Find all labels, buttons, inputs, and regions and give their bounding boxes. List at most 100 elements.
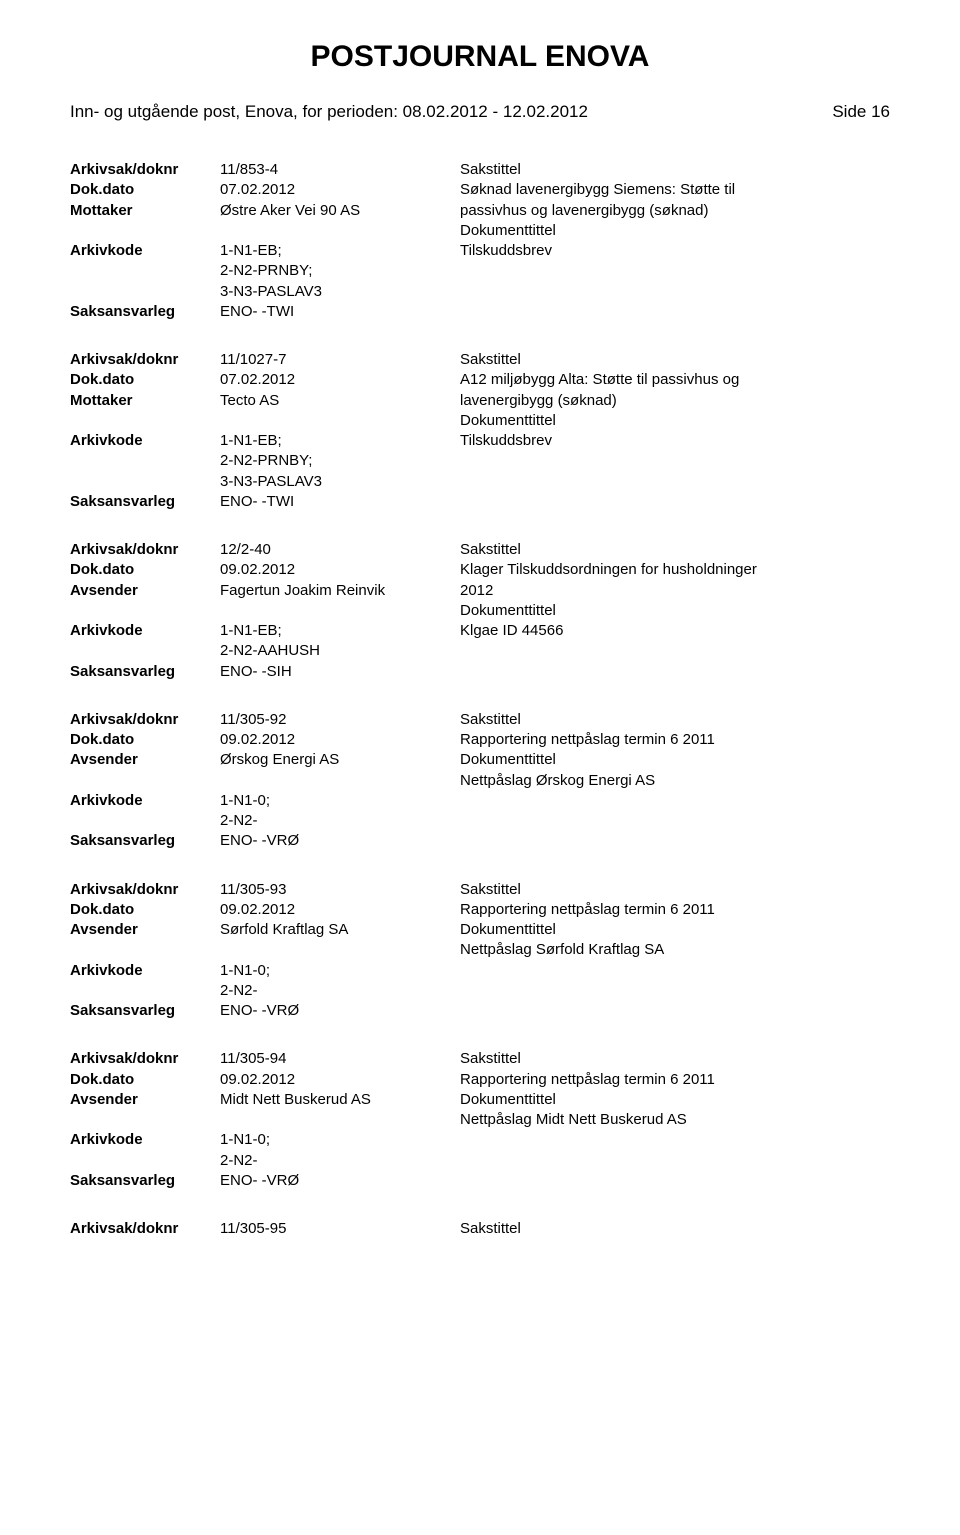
entry-row: Arkivsak/doknr11/1027-7Sakstittel (70, 350, 890, 370)
period-text: Inn- og utgående post, Enova, for period… (70, 102, 588, 122)
journal-entry: Arkivsak/doknr11/305-92SakstittelDok.dat… (70, 710, 890, 852)
label-arkivkode: Arkivkode (70, 431, 220, 451)
entry-row: Dok.dato09.02.2012Rapportering nettpåsla… (70, 1070, 890, 1090)
label-sakstittel: Sakstittel (460, 1219, 890, 1239)
journal-entry: Arkivsak/doknr11/305-93SakstittelDok.dat… (70, 880, 890, 1022)
entry-row: Dok.dato07.02.2012Søknad lavenergibygg S… (70, 180, 890, 200)
label-party: Avsender (70, 1090, 220, 1110)
label-dokumenttittel: Dokumenttittel (460, 601, 890, 621)
label-sakstittel: Sakstittel (460, 160, 890, 180)
label-sakstittel: Sakstittel (460, 880, 890, 900)
value-arkivsak: 11/853-4 (220, 160, 460, 180)
entry-row: Nettpåslag Ørskog Energi AS (70, 771, 890, 791)
value-dokumenttittel-line: Nettpåslag Midt Nett Buskerud AS (460, 1110, 890, 1130)
entry-row: AvsenderMidt Nett Buskerud ASDokumenttit… (70, 1090, 890, 1110)
value-saksansvarleg: ENO- -VRØ (220, 1001, 460, 1021)
value-sakstittel-line: Søknad lavenergibygg Siemens: Støtte til (460, 180, 890, 200)
label-dokdato: Dok.dato (70, 900, 220, 920)
entry-row: Nettpåslag Midt Nett Buskerud AS (70, 1110, 890, 1130)
label-arkivkode: Arkivkode (70, 621, 220, 641)
header-row: Inn- og utgående post, Enova, for period… (70, 102, 890, 122)
entry-row: AvsenderFagertun Joakim Reinvik2012 (70, 581, 890, 601)
value-dokdato: 09.02.2012 (220, 900, 460, 920)
label-arkivsak: Arkivsak/doknr (70, 350, 220, 370)
value-dokumenttittel-line: Tilskuddsbrev (460, 431, 890, 451)
value-arkivkode-line: 1-N1-0; (220, 1130, 460, 1150)
value-sakstittel-line: Rapportering nettpåslag termin 6 2011 (460, 900, 890, 920)
value-sakstittel-line: Rapportering nettpåslag termin 6 2011 (460, 730, 890, 750)
entry-row: Arkivkode1-N1-EB;Klgae ID 44566 (70, 621, 890, 641)
label-sakstittel: Sakstittel (460, 540, 890, 560)
value-dokdato: 07.02.2012 (220, 370, 460, 390)
entry-row: SaksansvarlegENO- -SIH (70, 662, 890, 682)
entry-row: Dok.dato09.02.2012Klager Tilskuddsordnin… (70, 560, 890, 580)
entry-row: SaksansvarlegENO- -VRØ (70, 1001, 890, 1021)
value-arkivkode-line: 3-N3-PASLAV3 (220, 282, 460, 302)
value-party: Midt Nett Buskerud AS (220, 1090, 460, 1110)
value-arkivsak: 11/305-95 (220, 1219, 460, 1239)
entry-row: Arkivkode1-N1-0; (70, 961, 890, 981)
value-arkivkode-line: 1-N1-0; (220, 791, 460, 811)
entry-row: Arkivkode1-N1-EB;Tilskuddsbrev (70, 431, 890, 451)
value-saksansvarleg: ENO- -TWI (220, 302, 460, 322)
journal-entry: Arkivsak/doknr11/853-4SakstittelDok.dato… (70, 160, 890, 322)
value-arkivkode-line: 1-N1-0; (220, 961, 460, 981)
value-dokdato: 09.02.2012 (220, 1070, 460, 1090)
label-party: Avsender (70, 920, 220, 940)
label-saksansvarleg: Saksansvarleg (70, 1171, 220, 1191)
value-saksansvarleg: ENO- -VRØ (220, 1171, 460, 1191)
entry-row: 2-N2- (70, 981, 890, 1001)
label-arkivsak: Arkivsak/doknr (70, 540, 220, 560)
value-arkivkode-line: 2-N2-PRNBY; (220, 261, 460, 281)
value-arkivsak: 12/2-40 (220, 540, 460, 560)
page-title: POSTJOURNAL ENOVA (70, 40, 890, 74)
label-dokdato: Dok.dato (70, 370, 220, 390)
value-dokumenttittel-line: Nettpåslag Ørskog Energi AS (460, 771, 890, 791)
entry-row: SaksansvarlegENO- -TWI (70, 492, 890, 512)
entry-row: AvsenderØrskog Energi ASDokumenttittel (70, 750, 890, 770)
value-sakstittel-line: passivhus og lavenergibygg (søknad) (460, 201, 890, 221)
entry-row: SaksansvarlegENO- -VRØ (70, 1171, 890, 1191)
label-dokumenttittel: Dokumenttittel (460, 920, 890, 940)
value-sakstittel-line: lavenergibygg (søknad) (460, 391, 890, 411)
value-saksansvarleg: ENO- -VRØ (220, 831, 460, 851)
page-number: Side 16 (832, 102, 890, 122)
entry-row: Dok.dato09.02.2012Rapportering nettpåsla… (70, 900, 890, 920)
value-arkivsak: 11/1027-7 (220, 350, 460, 370)
entry-row: Arkivkode1-N1-0; (70, 791, 890, 811)
value-saksansvarleg: ENO- -TWI (220, 492, 460, 512)
value-sakstittel-line: Klager Tilskuddsordningen for husholdnin… (460, 560, 890, 580)
value-dokdato: 07.02.2012 (220, 180, 460, 200)
label-party: Mottaker (70, 201, 220, 221)
label-dokdato: Dok.dato (70, 560, 220, 580)
value-arkivkode-line: 2-N2-PRNBY; (220, 451, 460, 471)
label-arkivsak: Arkivsak/doknr (70, 1049, 220, 1069)
label-sakstittel: Sakstittel (460, 710, 890, 730)
label-party: Avsender (70, 750, 220, 770)
entry-row: Dokumenttittel (70, 411, 890, 431)
entry-row: 2-N2-AAHUSH (70, 641, 890, 661)
entry-row: Arkivsak/doknr11/305-92Sakstittel (70, 710, 890, 730)
value-saksansvarleg: ENO- -SIH (220, 662, 460, 682)
entries-container: Arkivsak/doknr11/853-4SakstittelDok.dato… (70, 160, 890, 1191)
value-sakstittel-line: Rapportering nettpåslag termin 6 2011 (460, 1070, 890, 1090)
value-arkivsak: 11/305-94 (220, 1049, 460, 1069)
label-dokdato: Dok.dato (70, 180, 220, 200)
entry-row: 2-N2- (70, 1151, 890, 1171)
label-arkivsak: Arkivsak/doknr (70, 160, 220, 180)
value-party: Fagertun Joakim Reinvik (220, 581, 460, 601)
journal-entry: Arkivsak/doknr12/2-40SakstittelDok.dato0… (70, 540, 890, 682)
value-arkivkode-line: 1-N1-EB; (220, 431, 460, 451)
value-sakstittel-line: 2012 (460, 581, 890, 601)
entry-row: 3-N3-PASLAV3 (70, 282, 890, 302)
journal-entry: Arkivsak/doknr11/305-94SakstittelDok.dat… (70, 1049, 890, 1191)
value-dokdato: 09.02.2012 (220, 730, 460, 750)
value-arkivsak: 11/305-92 (220, 710, 460, 730)
label-dokumenttittel: Dokumenttittel (460, 221, 890, 241)
label-arkivsak: Arkivsak/doknr (70, 710, 220, 730)
label-sakstittel: Sakstittel (460, 1049, 890, 1069)
value-sakstittel-line: A12 miljøbygg Alta: Støtte til passivhus… (460, 370, 890, 390)
label-dokumenttittel: Dokumenttittel (460, 750, 890, 770)
label-arkivsak: Arkivsak/doknr (70, 1219, 220, 1239)
journal-entry: Arkivsak/doknr11/1027-7SakstittelDok.dat… (70, 350, 890, 512)
